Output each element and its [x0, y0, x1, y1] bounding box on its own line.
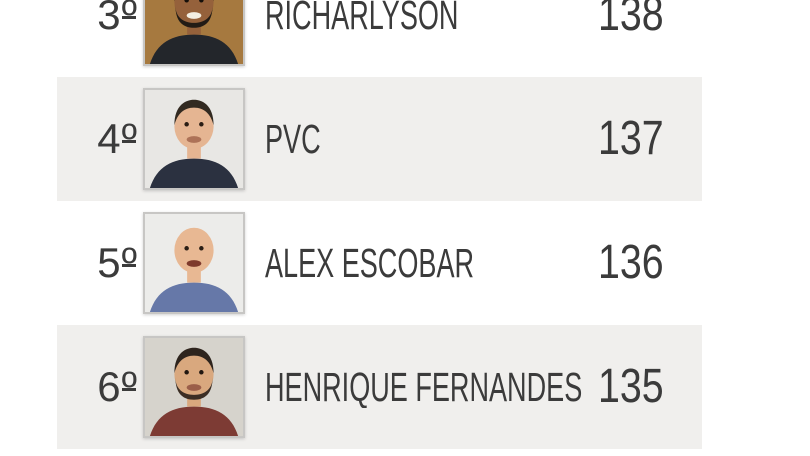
ordinal-indicator: º [121, 115, 137, 162]
player-name: RICHARLYSON [265, 0, 459, 36]
rank-number: 5 [97, 239, 121, 286]
player-name: HENRIQUE FERNANDES [265, 366, 583, 408]
rank-label: 6º [57, 366, 137, 408]
avatar-image [145, 214, 243, 312]
rank-label: 5º [57, 242, 137, 284]
score-value: 136 [598, 236, 664, 289]
ordinal-indicator: º [121, 239, 137, 286]
avatar-image [145, 90, 243, 188]
profile-photo [143, 88, 245, 190]
player-name: PVC [265, 118, 321, 160]
profile-photo [143, 0, 245, 66]
profile-photo [143, 336, 245, 438]
avatar-image [145, 338, 243, 436]
rank-number: 4 [97, 115, 121, 162]
player-name: ALEX ESCOBAR [265, 242, 475, 284]
rank-label: 3º [57, 0, 137, 36]
table-row-3: 3º RICHARLYSON 138 [57, 0, 702, 77]
ordinal-indicator: º [121, 363, 137, 410]
score-value: 138 [598, 0, 664, 41]
rank-label: 4º [57, 118, 137, 160]
rank-number: 6 [97, 363, 121, 410]
ordinal-indicator: º [121, 0, 137, 36]
table-row-5: 5º ALEX ESCOBAR 136 [57, 201, 702, 325]
avatar-image [145, 0, 243, 64]
ranking-list: 3º RICHARLYSON 138 4º PVC 137 5º ALEX ES… [57, 0, 702, 449]
rank-number: 3 [97, 0, 121, 38]
profile-photo [143, 212, 245, 314]
table-row-6: 6º HENRIQUE FERNANDES 135 [57, 325, 702, 449]
score-value: 137 [598, 112, 664, 165]
table-row-4: 4º PVC 137 [57, 77, 702, 201]
score-value: 135 [598, 360, 664, 413]
